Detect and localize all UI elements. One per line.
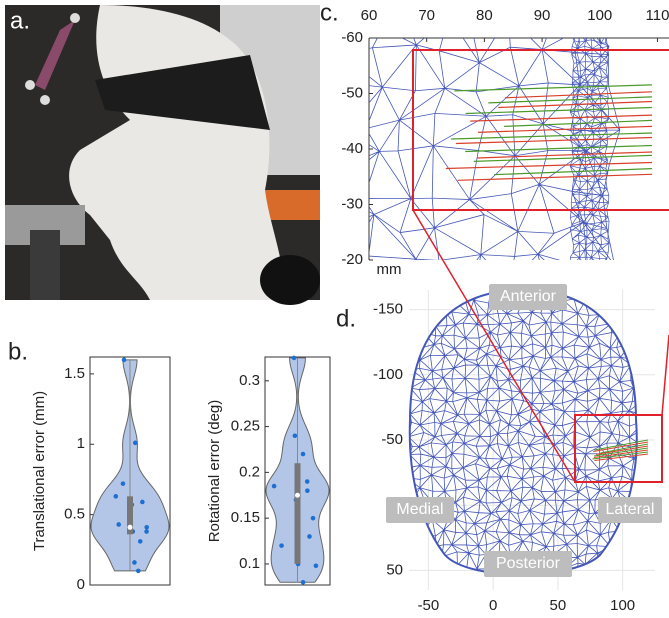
data-point <box>305 479 310 484</box>
y-tick-label: 0.3 <box>239 372 260 389</box>
y-tick-label: 50 <box>386 561 403 578</box>
annotation: Medial <box>396 501 443 518</box>
trajectory <box>454 85 652 91</box>
data-point <box>301 580 306 585</box>
y-tick-label: -30 <box>341 195 363 212</box>
y-axis-label: mm <box>377 261 402 278</box>
data-point <box>144 525 149 530</box>
data-point <box>272 484 277 489</box>
trajectory <box>466 107 652 113</box>
x-tick-label: 80 <box>476 7 493 24</box>
photo <box>5 5 320 305</box>
data-point <box>301 452 306 457</box>
y-tick-label: 1 <box>77 435 85 452</box>
x-tick-label: 90 <box>534 7 551 24</box>
data-point <box>293 433 298 438</box>
panel-label: a. <box>10 7 30 34</box>
y-tick-label: -60 <box>341 29 363 46</box>
x-tick-label: 50 <box>550 597 567 614</box>
trajectory <box>474 155 652 161</box>
y-tick-label: 0 <box>77 576 85 593</box>
trajectory <box>478 126 652 132</box>
data-point <box>113 494 118 499</box>
y-tick-label: 0.1 <box>239 555 260 572</box>
data-point <box>121 481 126 486</box>
y-tick-label: 1.5 <box>64 365 85 382</box>
data-point <box>305 488 310 493</box>
trajectory <box>446 163 652 169</box>
figure: a. b. c. d. 0 0.5 1 1.5 Translational error … <box>0 0 669 618</box>
trajectory <box>477 152 652 158</box>
y-axis-label: Rotational error (deg) <box>206 400 223 543</box>
annotation: Anterior <box>500 288 557 305</box>
panel-label: c. <box>320 0 339 26</box>
x-tick-label: 100 <box>587 7 612 24</box>
data-point <box>138 539 143 544</box>
x-tick-label: 60 <box>361 7 378 24</box>
y-tick-label: -40 <box>341 140 363 157</box>
y-tick-label: -50 <box>381 431 403 448</box>
data-point <box>311 516 316 521</box>
x-tick-label: 110 <box>646 7 669 24</box>
trajectory <box>458 174 652 180</box>
y-axis-label: Translational error (mm) <box>31 391 48 551</box>
data-point <box>136 569 141 574</box>
x-tick-label: 70 <box>418 7 435 24</box>
data-point <box>140 500 145 505</box>
y-tick-label: -20 <box>341 251 363 268</box>
data-point <box>307 534 312 539</box>
y-tick-label: 0.5 <box>64 506 85 523</box>
data-point <box>292 356 297 361</box>
y-tick-label: 0.15 <box>231 509 260 526</box>
annotation: Posterior <box>496 555 561 572</box>
x-tick-label: 0 <box>489 597 497 614</box>
data-point <box>279 543 284 548</box>
data-point <box>144 529 149 534</box>
median <box>128 525 133 530</box>
y-tick-label: -150 <box>373 301 403 318</box>
x-tick-label: 100 <box>610 597 635 614</box>
box <box>295 463 301 564</box>
data-point <box>122 358 127 363</box>
y-tick-label: -100 <box>373 366 403 383</box>
y-tick-label: 0.25 <box>231 418 260 435</box>
panel-label: d. <box>336 305 356 332</box>
connector <box>662 335 669 415</box>
y-tick-label: -50 <box>341 84 363 101</box>
x-tick-label: -50 <box>418 597 440 614</box>
annotation: Lateral <box>606 501 655 518</box>
panel-label: b. <box>8 338 28 365</box>
data-point <box>314 563 319 568</box>
data-point <box>132 560 137 565</box>
y-tick-label: 0.2 <box>239 463 260 480</box>
data-point <box>116 522 121 527</box>
median <box>295 493 300 498</box>
data-point <box>133 441 138 446</box>
